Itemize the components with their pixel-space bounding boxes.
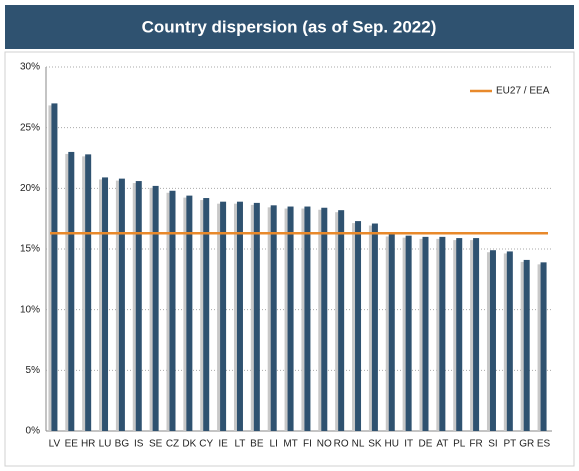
x-tick-label: AT <box>436 439 448 450</box>
bar <box>473 238 480 431</box>
bar <box>186 195 193 431</box>
bar <box>405 235 412 431</box>
x-tick-label: PL <box>453 439 466 450</box>
y-tick-label: 5% <box>26 365 41 376</box>
bar <box>68 151 75 431</box>
x-tick-label: LI <box>270 439 278 450</box>
bar <box>371 223 378 431</box>
x-tick-label: IE <box>218 439 228 450</box>
x-tick-label: HR <box>81 439 95 450</box>
y-tick-label: 0% <box>26 426 41 437</box>
bar <box>253 202 260 431</box>
x-tick-label: LT <box>234 439 245 450</box>
y-tick-label: 10% <box>20 304 40 315</box>
bar <box>287 206 294 431</box>
bar <box>523 259 530 431</box>
chart-title: Country dispersion (as of Sep. 2022) <box>142 17 437 36</box>
bar <box>118 178 125 431</box>
x-tick-label: BG <box>115 439 130 450</box>
bar <box>321 207 328 431</box>
x-tick-label: PT <box>503 439 516 450</box>
bar <box>236 201 243 431</box>
bar <box>338 210 345 431</box>
x-tick-label: EE <box>65 439 79 450</box>
bar <box>169 190 176 431</box>
x-tick-label: FR <box>469 439 482 450</box>
x-tick-label: NO <box>317 439 332 450</box>
bar <box>220 201 227 431</box>
bar <box>203 198 210 431</box>
bar <box>102 177 109 431</box>
x-tick-label: MT <box>283 439 297 450</box>
y-tick-label: 25% <box>20 122 40 133</box>
bar <box>304 206 311 431</box>
y-tick-label: 15% <box>20 244 40 255</box>
y-tick-label: 30% <box>20 62 40 73</box>
x-tick-label: RO <box>334 439 349 450</box>
bar <box>456 238 463 431</box>
bar <box>388 234 395 431</box>
x-tick-label: CZ <box>166 439 179 450</box>
bar <box>355 221 362 431</box>
chart-frame <box>4 51 575 467</box>
x-tick-label: DK <box>182 439 196 450</box>
x-tick-label: FI <box>303 439 312 450</box>
legend-label: EU27 / EEA <box>496 86 550 97</box>
x-tick-label: DE <box>419 439 433 450</box>
bar <box>422 236 429 431</box>
bar <box>439 236 446 431</box>
y-tick-label: 20% <box>20 183 40 194</box>
title-banner <box>5 5 574 49</box>
x-tick-label: CY <box>199 439 213 450</box>
x-tick-label: SI <box>488 439 497 450</box>
x-tick-label: NL <box>352 439 365 450</box>
x-tick-label: LU <box>99 439 112 450</box>
bar <box>506 251 513 431</box>
x-tick-label: LV <box>49 439 61 450</box>
bar <box>540 262 547 431</box>
x-tick-label: ES <box>537 439 551 450</box>
x-tick-label: IS <box>134 439 144 450</box>
x-tick-label: SK <box>368 439 382 450</box>
x-tick-label: HU <box>385 439 399 450</box>
x-tick-label: SE <box>149 439 163 450</box>
x-tick-label: GR <box>519 439 534 450</box>
bar <box>85 154 92 432</box>
bar <box>489 250 496 431</box>
bar <box>51 103 58 432</box>
bar-shadow <box>250 204 257 431</box>
bar <box>135 181 142 431</box>
x-tick-label: IT <box>404 439 413 450</box>
bar <box>152 185 159 431</box>
bar <box>270 205 277 431</box>
x-tick-label: BE <box>250 439 264 450</box>
